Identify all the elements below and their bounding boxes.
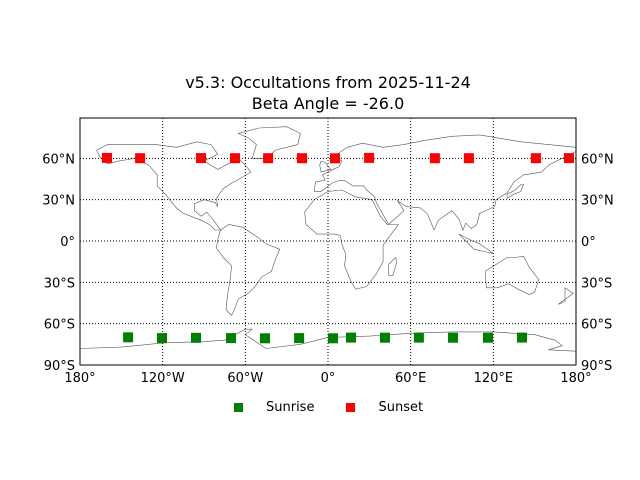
sunset-point — [263, 153, 274, 164]
coastline — [79, 328, 577, 352]
sunrise-point — [517, 332, 527, 343]
x-tick-label: 60°W — [227, 371, 263, 386]
coastline — [506, 184, 525, 199]
sunrise-point — [260, 333, 270, 344]
x-tick-label: 120°W — [141, 371, 185, 386]
x-tick-label: 60°E — [395, 371, 426, 386]
coastline — [96, 141, 252, 231]
legend-label-sunrise: Sunrise — [266, 400, 315, 415]
x-tick-label: 180° — [64, 371, 95, 386]
sunset-point — [135, 153, 146, 164]
sunset-point — [429, 153, 440, 164]
data-points — [102, 152, 574, 344]
y-tick-label-left: 30°N — [42, 194, 75, 209]
legend: Sunrise Sunset — [234, 400, 455, 415]
y-tick-label-right: 30°S — [581, 276, 612, 291]
y-tick-label-left: 30°S — [44, 276, 75, 291]
coastline — [484, 255, 540, 296]
sunrise-point — [483, 332, 493, 343]
sunset-marker-icon — [346, 403, 356, 412]
sunset-point — [297, 153, 307, 164]
sunset-point — [564, 153, 574, 164]
x-tick-label: 0° — [321, 371, 336, 386]
sunset-point — [530, 153, 541, 164]
coastline — [458, 233, 494, 254]
sunrise-point — [123, 332, 134, 343]
legend-item-sunrise: Sunrise — [234, 400, 314, 415]
sunset-point — [463, 153, 474, 164]
sunset-point — [364, 152, 375, 163]
y-tick-label-right: 60°N — [581, 152, 614, 167]
y-tick-label-left: 60°S — [44, 318, 75, 333]
coastline — [237, 126, 301, 159]
sunrise-point — [191, 332, 201, 343]
plot-frame — [79, 117, 577, 366]
y-tick-label-left: 0° — [60, 235, 75, 250]
coastline — [388, 256, 398, 276]
sunset-point — [196, 153, 206, 164]
x-tick-label: 180° — [560, 371, 591, 386]
sunrise-point — [294, 333, 305, 344]
sunset-point — [102, 152, 112, 163]
sunrise-marker-icon — [234, 403, 243, 412]
sunrise-point — [413, 332, 424, 343]
chart-subtitle: Beta Angle = -26.0 — [251, 94, 405, 113]
y-tick-label-left: 60°N — [42, 152, 75, 167]
legend-item-sunset: Sunset — [346, 400, 423, 415]
sunset-point — [330, 153, 340, 164]
axis-ticks: 60°N 60°N 30°N 30°N 0° 0° 30°S 30°S 60°S 60°S 90°S… — [42, 152, 614, 386]
gridlines — [80, 118, 576, 365]
sunrise-point — [380, 332, 390, 343]
chart-title: v5.3: Occultations from 2025-11-24 — [185, 73, 471, 92]
world-map-coastlines — [79, 126, 577, 352]
sunrise-point — [157, 333, 167, 344]
x-tick-label: 120°E — [474, 371, 514, 386]
y-tick-label-right: 90°S — [581, 359, 612, 374]
y-tick-label-right: 30°N — [581, 194, 614, 209]
coastline — [319, 160, 332, 173]
coastline — [304, 189, 399, 290]
legend-label-sunset: Sunset — [378, 400, 424, 415]
sunrise-point — [328, 333, 338, 344]
y-tick-label-right: 60°S — [581, 318, 612, 333]
sunrise-point — [226, 333, 236, 344]
sunset-point — [230, 153, 240, 164]
sunrise-point — [346, 332, 356, 343]
coastline — [313, 134, 577, 231]
y-tick-label-left: 90°S — [44, 359, 75, 374]
coastline — [216, 224, 281, 316]
coastline — [557, 287, 574, 305]
y-tick-label-right: 0° — [581, 235, 596, 250]
sunrise-point — [448, 332, 458, 343]
